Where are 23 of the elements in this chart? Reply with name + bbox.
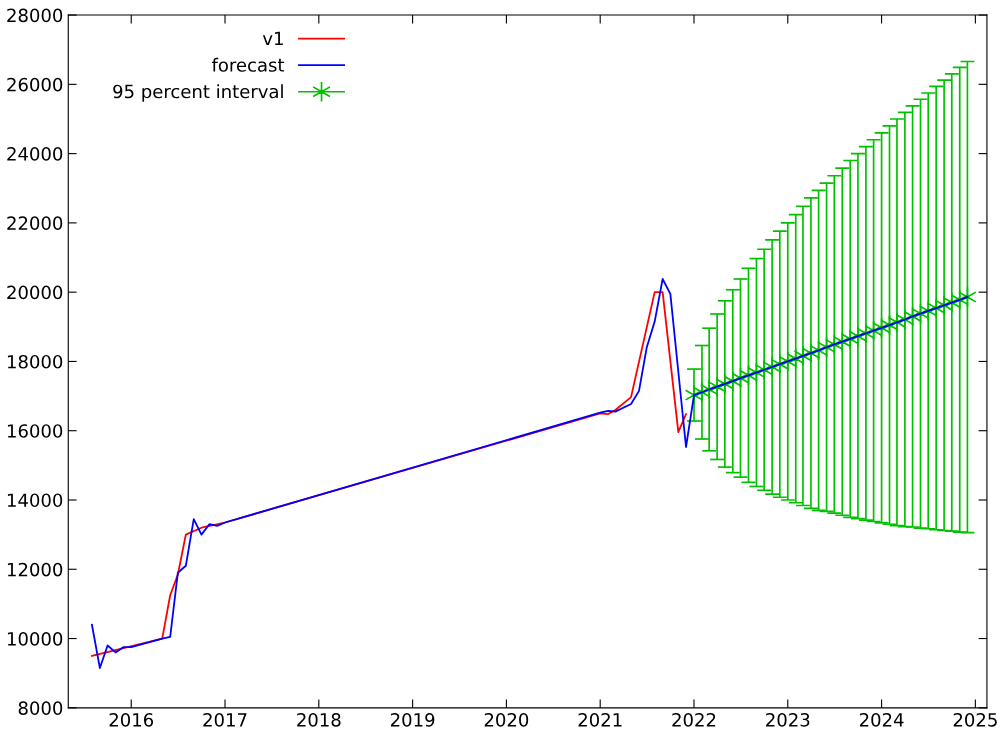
- y-tick-label: 10000: [7, 632, 63, 646]
- legend-label: forecast: [211, 57, 285, 72]
- y-tick-label: 28000: [7, 8, 63, 23]
- x-tick-label: 2018: [297, 713, 341, 727]
- y-tick-label: 24000: [7, 147, 63, 161]
- y-tick-label: 18000: [7, 354, 63, 369]
- y-tick-label: 20000: [7, 285, 63, 300]
- x-tick-label: 2023: [766, 713, 810, 727]
- x-tick-label: 2024: [859, 713, 904, 727]
- x-tick-label: 2019: [390, 713, 435, 727]
- y-tick-label: 22000: [7, 216, 63, 230]
- y-tick-label: 16000: [7, 424, 63, 438]
- y-tick-label: 8000: [18, 701, 63, 715]
- x-tick-label: 2016: [109, 713, 154, 727]
- x-tick-label: 2022: [672, 713, 716, 727]
- x-tick-label: 2025: [953, 713, 997, 727]
- x-tick-label: 2021: [578, 713, 622, 727]
- x-tick-label: 2017: [203, 713, 247, 727]
- y-tick-label: 12000: [7, 562, 63, 577]
- y-tick-label: 14000: [7, 493, 63, 508]
- x-tick-label: 2020: [484, 713, 529, 727]
- y-tick-label: 26000: [7, 77, 63, 92]
- legend-label: v1: [262, 31, 283, 46]
